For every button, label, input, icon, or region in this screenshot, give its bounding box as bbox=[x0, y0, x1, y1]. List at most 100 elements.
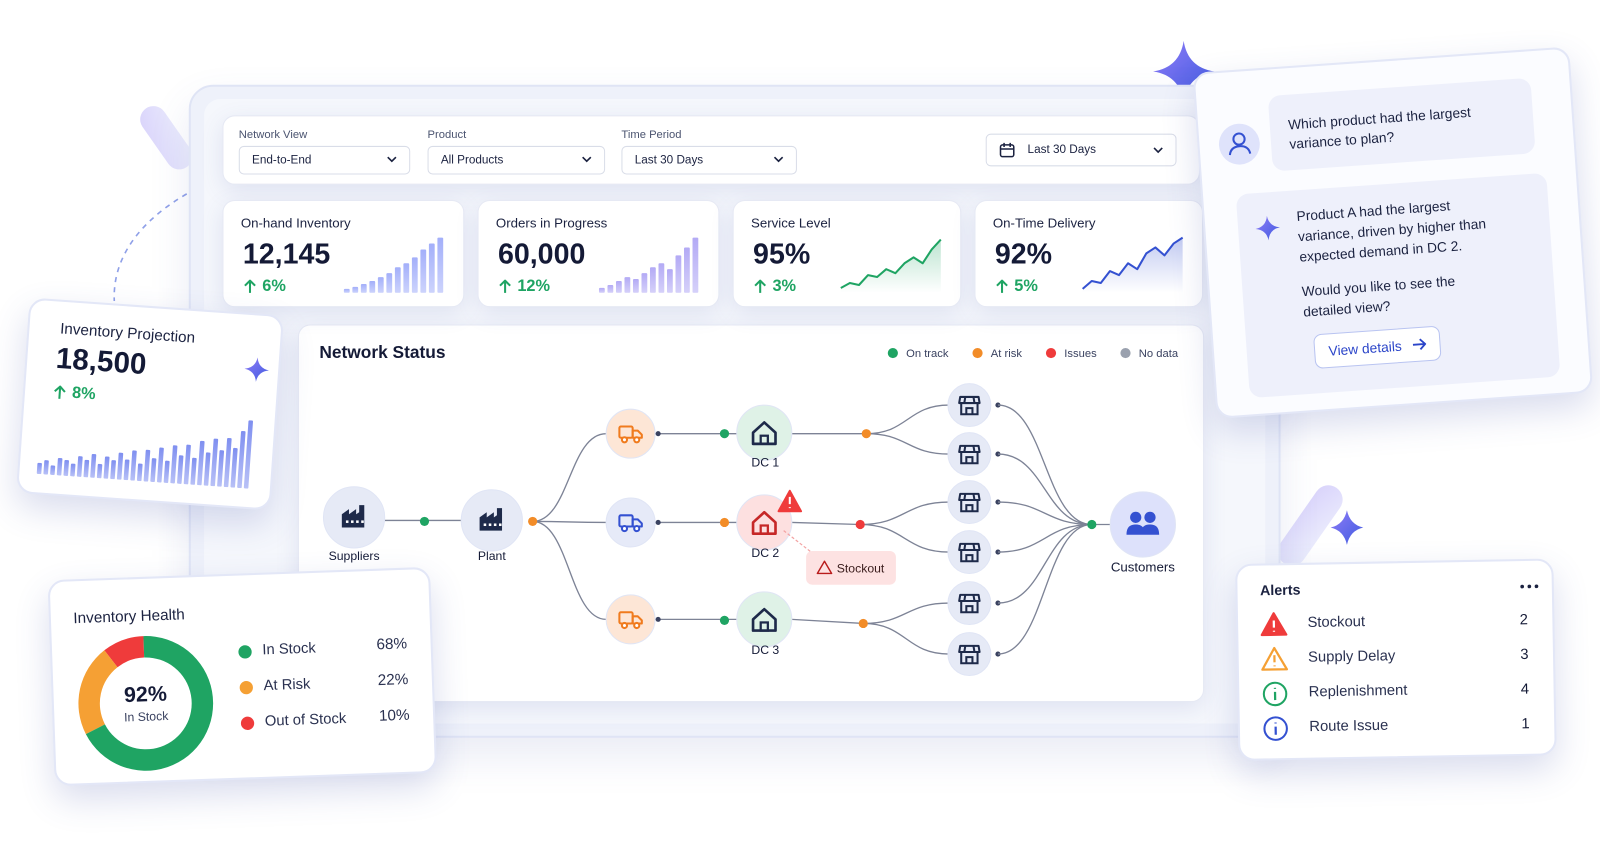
network-edge bbox=[791, 521, 861, 526]
view-details-button[interactable]: View details bbox=[1313, 325, 1442, 369]
store-body bbox=[960, 543, 979, 563]
people-icon bbox=[1126, 511, 1160, 535]
filter-select[interactable]: All Products bbox=[427, 145, 606, 175]
legend-dot bbox=[887, 347, 898, 359]
spark-bar bbox=[43, 460, 49, 475]
truck-wheel bbox=[633, 621, 641, 630]
projection-change: 8% bbox=[53, 383, 96, 404]
spark-bar bbox=[143, 449, 151, 482]
spark-bar bbox=[237, 430, 246, 489]
date-picker[interactable]: Last 30 Days bbox=[985, 133, 1177, 167]
up-arrow bbox=[244, 279, 256, 293]
spark-bar bbox=[197, 440, 205, 486]
up-arrow bbox=[996, 279, 1008, 293]
node-label: DC 3 bbox=[751, 643, 779, 657]
kpi-card: Service Level 95% 3% bbox=[732, 199, 962, 308]
kpi-value: 95% bbox=[753, 237, 811, 270]
up-arrow-path bbox=[499, 279, 511, 293]
legend-dot-circle bbox=[240, 716, 255, 730]
alert-name: Route Issue bbox=[1309, 717, 1389, 736]
spark-bar bbox=[56, 457, 63, 476]
spark-bar bbox=[360, 283, 367, 293]
spark-bar bbox=[96, 463, 103, 479]
sparkle bbox=[1153, 40, 1215, 103]
house-door bbox=[759, 621, 769, 632]
spark-bar bbox=[170, 445, 178, 484]
filter-bar: Network View End-to-End Product All Product… bbox=[222, 115, 1200, 185]
spark-bar bbox=[343, 288, 350, 293]
kpi-card: Orders in Progress 60,000 12% bbox=[477, 199, 720, 308]
spark-bar bbox=[103, 456, 110, 479]
projection-title: Inventory Projection bbox=[59, 320, 196, 347]
store-icon bbox=[958, 444, 981, 465]
arrow-icon bbox=[1412, 338, 1427, 350]
kpi-value: 92% bbox=[994, 237, 1053, 270]
kpi-title: Orders in Progress bbox=[495, 215, 608, 231]
kpi-change: 12% bbox=[499, 278, 550, 296]
spark-bar bbox=[437, 237, 444, 293]
projection-value: 18,500 bbox=[54, 342, 148, 382]
network-node bbox=[947, 432, 992, 477]
donut-segment bbox=[78, 650, 118, 735]
filter-select[interactable]: Last 30 Days bbox=[621, 145, 797, 175]
spark-bar bbox=[110, 460, 116, 480]
chevron-path bbox=[1153, 147, 1163, 154]
spark-bar bbox=[607, 284, 614, 293]
truck-icon bbox=[618, 514, 643, 533]
truck-wheel bbox=[633, 436, 641, 444]
store-icon bbox=[958, 542, 981, 563]
edge-dot bbox=[655, 519, 661, 525]
filter-label: Product bbox=[427, 128, 467, 141]
spark-bar bbox=[190, 457, 197, 485]
store-awning bbox=[958, 542, 981, 552]
house-icon bbox=[751, 421, 777, 446]
legend-dot bbox=[1045, 347, 1057, 359]
inventory-health-card: Inventory Health 92% In Stock In Stock 68… bbox=[47, 566, 438, 787]
store-awning bbox=[958, 395, 981, 405]
network-edge bbox=[997, 523, 1092, 553]
alert-count: 2 bbox=[1519, 611, 1529, 629]
status-dot bbox=[855, 519, 865, 530]
spark-line bbox=[1081, 236, 1184, 290]
network-edge bbox=[532, 433, 607, 523]
node-label: DC 1 bbox=[751, 455, 779, 469]
house-shape bbox=[751, 607, 777, 632]
spark-bar bbox=[217, 450, 225, 487]
answer-text: Product A had the largest variance, driv… bbox=[1296, 197, 1487, 265]
more-menu[interactable] bbox=[1519, 583, 1540, 589]
user-avatar bbox=[1218, 123, 1260, 165]
sparkline bbox=[343, 237, 444, 293]
spark-bar bbox=[163, 460, 170, 484]
factory-window bbox=[498, 523, 502, 527]
callout-label: Stockout bbox=[837, 561, 885, 575]
spark-bar bbox=[411, 257, 418, 293]
factory-window bbox=[351, 520, 354, 523]
legend-label: At risk bbox=[991, 348, 1023, 360]
filter-select[interactable]: End-to-End bbox=[238, 145, 411, 175]
spark-bar bbox=[183, 444, 191, 485]
truck-icon bbox=[618, 425, 643, 444]
spark-line bbox=[840, 238, 942, 289]
alert-name: Supply Delay bbox=[1307, 647, 1396, 666]
alert-name: Replenishment bbox=[1308, 682, 1408, 701]
kpi-change-value: 3% bbox=[772, 277, 797, 295]
spark-bar bbox=[130, 450, 137, 481]
callout-connector bbox=[783, 530, 817, 557]
kpi-card: On-hand Inventory 12,145 6% bbox=[222, 199, 465, 308]
spark-bar bbox=[50, 465, 56, 476]
spark-area bbox=[1082, 237, 1183, 293]
spark-bar bbox=[210, 438, 219, 487]
truck-icon bbox=[618, 611, 643, 630]
answer-bubble: Product A had the largest variance, driv… bbox=[1235, 172, 1561, 399]
network-edge bbox=[532, 520, 607, 621]
legend-dot bbox=[972, 347, 983, 359]
alert-count: 3 bbox=[1520, 646, 1529, 664]
kpi-change: 6% bbox=[244, 278, 286, 296]
legend-label: No data bbox=[1139, 348, 1179, 360]
alert-icon bbox=[1262, 681, 1288, 707]
edge-dot bbox=[655, 431, 661, 437]
spark-bar bbox=[123, 459, 130, 481]
spark-bar bbox=[36, 462, 42, 475]
health-value: 22% bbox=[377, 670, 409, 690]
store-awning bbox=[958, 444, 981, 454]
